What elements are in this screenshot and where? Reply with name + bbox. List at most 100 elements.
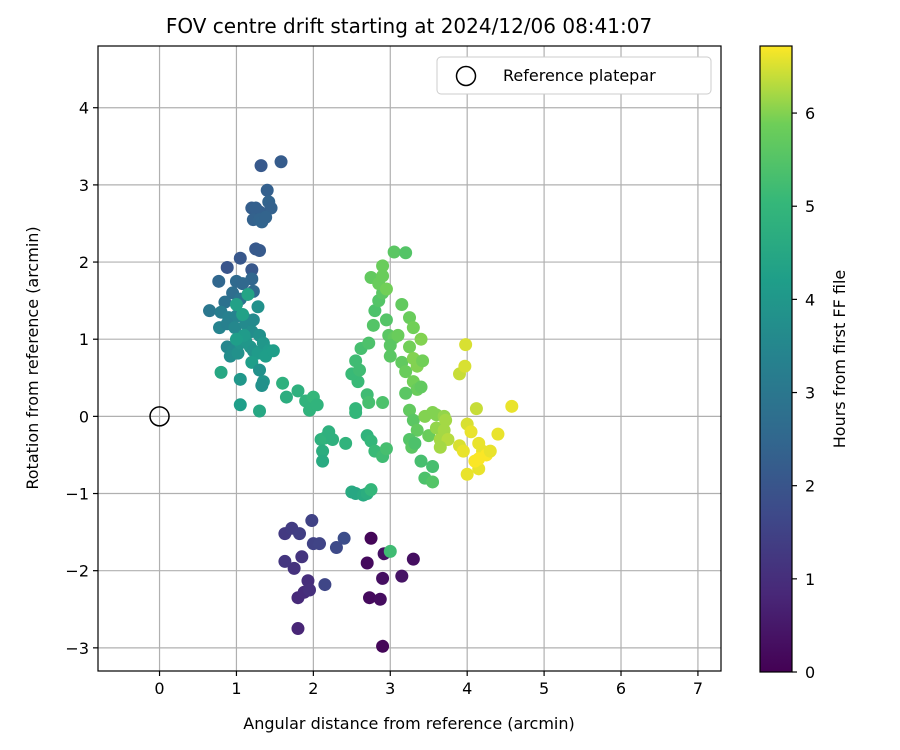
scatter-point	[379, 282, 393, 296]
scatter-point	[349, 354, 363, 368]
scatter-point	[464, 425, 478, 439]
legend: Reference platepar	[436, 56, 712, 95]
colorbar-tick-label: 0	[805, 663, 815, 682]
scatter-point	[379, 313, 393, 327]
scatter-point	[326, 433, 340, 447]
scatter-point	[399, 365, 413, 379]
colorbar-tick-label: 5	[805, 197, 815, 216]
colorbar-tick-label: 2	[805, 477, 815, 496]
x-tick-label: 5	[539, 679, 549, 698]
scatter-point	[468, 454, 482, 468]
y-tick-label: −2	[65, 562, 89, 581]
scatter-point	[458, 359, 472, 373]
scatter-point	[279, 390, 293, 404]
legend-box	[436, 56, 712, 95]
y-tick-label: 1	[79, 330, 89, 349]
scatter-point	[460, 467, 474, 481]
scatter-point	[266, 344, 280, 358]
scatter-point	[403, 340, 416, 354]
scatter-point	[376, 259, 390, 273]
scatter-point	[403, 311, 416, 325]
scatter-point	[387, 245, 401, 259]
scatter-point	[373, 592, 387, 606]
y-tick-label: −1	[65, 485, 89, 504]
scatter-point	[310, 398, 324, 412]
scatter-point	[395, 569, 409, 583]
scatter-point	[260, 183, 274, 197]
scatter-point	[316, 444, 330, 458]
scatter-point	[403, 403, 416, 417]
scatter-point	[291, 622, 305, 636]
scatter-point	[220, 260, 234, 274]
scatter-point	[291, 384, 305, 398]
scatter-point	[364, 531, 378, 545]
x-tick-label: 6	[616, 679, 626, 698]
scatter-point	[276, 376, 290, 390]
scatter-point	[399, 386, 413, 400]
scatter-point	[376, 395, 390, 409]
scatter-point	[364, 483, 378, 497]
scatter-point	[376, 571, 390, 585]
scatter-point	[231, 346, 245, 360]
scatter-point	[406, 552, 420, 566]
y-tick-label: −3	[65, 639, 89, 658]
scatter-point	[274, 155, 288, 169]
x-tick-label: 4	[462, 679, 472, 698]
scatter-point	[349, 406, 363, 420]
scatter-point	[362, 395, 376, 409]
x-tick-label: 7	[693, 679, 703, 698]
scatter-point	[254, 159, 268, 173]
colorbar-tick-label: 4	[805, 290, 815, 309]
scatter-point	[426, 460, 440, 474]
plot-frame	[97, 45, 722, 672]
y-tick-label: 4	[79, 99, 89, 118]
scatter-point	[241, 287, 255, 301]
scatter-point	[316, 454, 330, 468]
scatter-point	[255, 379, 269, 393]
scatter-point	[236, 308, 250, 322]
scatter-point	[253, 404, 267, 418]
scatter-point	[439, 413, 453, 427]
x-tick-label: 2	[308, 679, 318, 698]
scatter-point	[376, 639, 390, 653]
scatter-point	[329, 541, 343, 555]
legend-label: Reference platepar	[503, 66, 656, 85]
scatter-point	[406, 413, 420, 427]
scatter-point	[303, 583, 317, 597]
scatter-point	[364, 434, 378, 448]
scatter-point	[203, 304, 217, 318]
scatter-point	[251, 300, 265, 314]
legend-marker	[455, 65, 477, 87]
scatter-point	[236, 277, 250, 291]
scatter-point	[395, 297, 409, 311]
scatter-point	[366, 318, 380, 332]
scatter-point	[368, 304, 382, 318]
scatter-point	[469, 402, 483, 416]
y-axis-ticks: −3 −2 −1 0 1 2 3 4	[65, 99, 98, 658]
scatter-point	[391, 328, 405, 342]
scatter-point	[505, 399, 519, 413]
grid-lines	[98, 46, 721, 671]
scatter-point	[246, 313, 260, 327]
scatter-point	[318, 578, 332, 592]
y-tick-label: 2	[79, 253, 89, 272]
scatter-point	[214, 365, 228, 379]
scatter-point	[410, 423, 424, 437]
colorbar-gradient	[759, 45, 793, 673]
scatter-point	[491, 427, 505, 441]
scatter-point	[414, 454, 428, 468]
scatter-point	[287, 561, 301, 575]
scatter-point	[383, 544, 397, 558]
scatter-point	[245, 263, 259, 277]
scatter-point	[406, 321, 420, 335]
scatter-point	[362, 336, 376, 350]
x-tick-label: 0	[154, 679, 164, 698]
scatter-point	[408, 436, 422, 450]
colorbar-tick-label: 1	[805, 570, 815, 589]
scatter-point	[233, 398, 247, 412]
scatter-point	[233, 372, 247, 386]
scatter-point	[416, 354, 430, 368]
scatter-point	[383, 338, 397, 352]
scatter-point	[337, 531, 351, 545]
reference-marker	[149, 406, 170, 427]
